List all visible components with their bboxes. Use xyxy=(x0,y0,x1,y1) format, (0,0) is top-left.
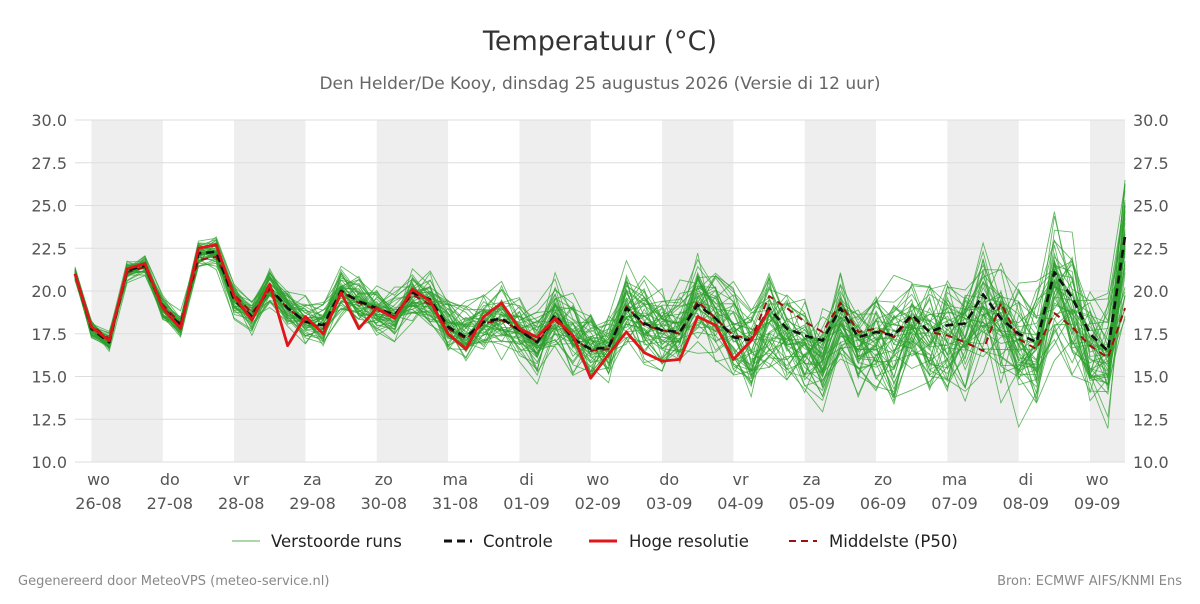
y-tick-right: 10.0 xyxy=(1133,453,1169,472)
series-line-hires xyxy=(73,243,771,380)
x-tick-weekday: ma xyxy=(942,470,967,489)
x-tick-date: 29-08 xyxy=(289,494,336,513)
series-line-median xyxy=(74,255,1126,359)
x-tick-weekday: wo xyxy=(87,470,110,489)
x-tick-weekday: do xyxy=(659,470,679,489)
x-tick-date: 26-08 xyxy=(75,494,122,513)
y-tick-left: 12.5 xyxy=(31,410,67,429)
ensemble-run-line xyxy=(74,260,1126,402)
y-tick-left: 25.0 xyxy=(31,197,67,216)
gridlines xyxy=(75,119,1125,463)
y-tick-right: 30.0 xyxy=(1133,111,1169,130)
x-tick-weekday: zo xyxy=(874,470,892,489)
ensemble-run-line xyxy=(74,233,1126,397)
x-tick-weekday: wo xyxy=(586,470,609,489)
x-tick-date: 02-09 xyxy=(575,494,622,513)
y-tick-right: 25.0 xyxy=(1133,197,1169,216)
y-tick-right: 15.0 xyxy=(1133,368,1169,387)
x-tick-weekday: zo xyxy=(375,470,393,489)
legend-label-control: Controle xyxy=(483,532,553,551)
main-series-lines xyxy=(73,236,1127,380)
x-tick-date: 01-09 xyxy=(503,494,550,513)
x-tick-weekday: do xyxy=(160,470,180,489)
x-tick-date: 07-09 xyxy=(931,494,978,513)
x-tick-weekday: wo xyxy=(1086,470,1109,489)
x-tick-date: 27-08 xyxy=(147,494,194,513)
y-tick-left: 20.0 xyxy=(31,282,67,301)
x-tick-date: 30-08 xyxy=(361,494,408,513)
legend-label-hires: Hoge resolutie xyxy=(629,532,749,551)
x-tick-weekday: di xyxy=(1019,470,1034,489)
y-tick-left: 17.5 xyxy=(31,325,67,344)
y-tick-right: 17.5 xyxy=(1133,325,1169,344)
x-tick-date: 28-08 xyxy=(218,494,265,513)
ensemble-run-line xyxy=(74,202,1126,372)
legend-label-median: Middelste (P50) xyxy=(829,532,958,551)
x-tick-date: 31-08 xyxy=(432,494,479,513)
x-tick-date: 04-09 xyxy=(717,494,764,513)
y-axis-right: 10.0 12.5 15.0 17.5 20.0 22.5 25.0 27.5 30.0 xyxy=(1133,111,1169,472)
x-tick-weekday: vr xyxy=(233,470,249,489)
y-tick-left: 30.0 xyxy=(31,111,67,130)
y-tick-left: 15.0 xyxy=(31,368,67,387)
y-axis-left: 10.0 12.5 15.0 17.5 20.0 22.5 25.0 27.5 30.0 xyxy=(31,111,67,472)
x-tick-weekday: ma xyxy=(443,470,468,489)
x-tick-date: 05-09 xyxy=(789,494,836,513)
y-tick-right: 27.5 xyxy=(1133,154,1169,173)
y-tick-left: 27.5 xyxy=(31,154,67,173)
x-tick-date: 08-09 xyxy=(1003,494,1050,513)
y-tick-right: 20.0 xyxy=(1133,282,1169,301)
x-tick-weekday: za xyxy=(803,470,821,489)
x-tick-date: 06-09 xyxy=(860,494,907,513)
legend-label-ensemble: Verstoorde runs xyxy=(271,532,402,551)
chart-title: Temperatuur (°C) xyxy=(482,26,717,57)
x-tick-weekday: di xyxy=(519,470,534,489)
x-tick-weekday: vr xyxy=(732,470,748,489)
footer-source: Bron: ECMWF AIFS/KNMI Ens xyxy=(997,574,1182,589)
y-tick-right: 12.5 xyxy=(1133,410,1169,429)
y-tick-right: 22.5 xyxy=(1133,239,1169,258)
y-tick-left: 22.5 xyxy=(31,239,67,258)
x-tick-date: 09-09 xyxy=(1074,494,1121,513)
legend: Verstoorde runs Controle Hoge resolutie … xyxy=(232,532,958,551)
x-axis: wo 26-08 do 27-08 vr 28-08 za 29-08 zo 30-08 ma 31-… xyxy=(75,470,1120,513)
y-tick-left: 10.0 xyxy=(31,453,67,472)
footer-generated-by: Gegenereerd door MeteoVPS (meteo-service… xyxy=(18,574,329,589)
x-tick-date: 03-09 xyxy=(646,494,693,513)
chart-subtitle: Den Helder/De Kooy, dinsdag 25 augustus … xyxy=(319,74,880,94)
x-tick-weekday: za xyxy=(303,470,321,489)
ensemble-run-line xyxy=(74,209,1126,384)
